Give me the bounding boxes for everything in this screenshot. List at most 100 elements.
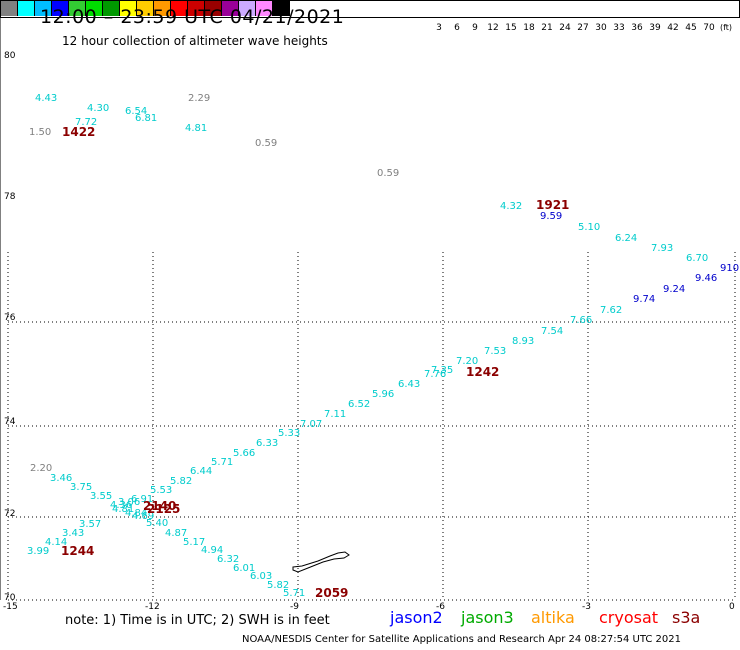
scale-swatch: [154, 1, 171, 16]
wave-height-value: 6.33: [256, 438, 278, 449]
wave-height-value: 3.43: [62, 528, 84, 539]
pass-time-label: 1244: [61, 544, 94, 558]
scale-label: 45: [685, 23, 697, 33]
wave-height-value: 5.10: [578, 222, 600, 233]
scale-swatch: [103, 1, 120, 16]
latitude-label: 78: [4, 192, 16, 202]
scale-swatch: [35, 1, 52, 16]
latitude-label: 80: [4, 51, 16, 61]
scale-swatch: [256, 1, 273, 16]
wave-height-value: 7.76: [424, 369, 446, 380]
wave-height-value: 4.36: [110, 500, 132, 511]
wave-height-value: 5.82: [267, 580, 289, 591]
wave-height-value: 7.93: [651, 243, 673, 254]
wave-height-value: 5.71: [211, 457, 233, 468]
wave-height-value: 3.46: [50, 473, 72, 484]
wave-height-value: 6.43: [398, 379, 420, 390]
color-scale-bar: [0, 0, 740, 18]
scale-swatch: [171, 1, 188, 16]
wave-height-value: 3.06: [118, 497, 140, 508]
wave-height-value: 3.99: [27, 546, 49, 557]
wave-value-labels: 4.43 4.30 6.54 7.72 6.81 2.29 4.81 1.50 0.59 0.59…: [27, 93, 740, 599]
wave-height-value: 5.17: [183, 537, 205, 548]
pass-time-label: 1422: [62, 125, 95, 139]
scale-label: 3: [436, 23, 442, 33]
scale-label: 70: [703, 23, 715, 33]
satellite-legend-item: s3a: [672, 608, 701, 627]
wave-height-value: 6.24: [615, 233, 637, 244]
wave-height-value: 4.81: [185, 123, 207, 134]
scale-swatch: [188, 1, 205, 16]
wave-height-value: 5.96: [372, 389, 394, 400]
scale-swatch: [273, 1, 290, 16]
wave-height-value: 7.11: [324, 409, 346, 420]
wave-height-value: 4.81: [112, 504, 134, 515]
scale-label: 9: [472, 23, 478, 33]
map-title: 12:00 – 23:59 UTC 04/21/2021: [40, 6, 345, 28]
scale-label: 39: [649, 23, 661, 33]
latitude-label: 70: [4, 593, 16, 603]
wave-height-value: 4.69: [132, 511, 154, 522]
wave-height-value: 9.46: [695, 273, 717, 284]
wave-height-value: 5.82: [170, 476, 192, 487]
scale-swatch: [52, 1, 69, 16]
scale-label: 18: [523, 23, 535, 33]
scale-label: 27: [577, 23, 589, 33]
color-scale-unit: (ft): [720, 23, 733, 32]
wave-height-value: 3.57: [79, 519, 101, 530]
wave-height-value: 6.52: [348, 399, 370, 410]
wave-height-value: 4.43: [35, 93, 57, 104]
wave-height-value: 1.50: [29, 127, 51, 138]
scale-swatch: [137, 1, 154, 16]
scale-label: 24: [559, 23, 571, 33]
longitude-label: -6: [436, 602, 445, 612]
wave-height-value: 5.53: [150, 485, 172, 496]
wave-height-value: 7.72: [75, 117, 97, 128]
pass-time-label: 2140: [143, 499, 176, 513]
longitude-label: -3: [582, 602, 591, 612]
pass-time-label: 2059: [315, 586, 348, 600]
wave-height-value: 4.84: [125, 508, 147, 519]
wave-height-value: 5.66: [233, 448, 255, 459]
scale-swatch: [205, 1, 222, 16]
wave-height-value: 4.14: [45, 537, 67, 548]
wave-height-value: 5.40: [146, 518, 168, 529]
wave-height-value: 2.29: [188, 93, 210, 104]
scale-swatch: [18, 1, 35, 16]
scale-label: 21: [541, 23, 553, 33]
scale-label: 36: [631, 23, 643, 33]
wave-height-value: 2.20: [30, 463, 52, 474]
latitude-label: 76: [4, 313, 16, 323]
wave-height-value: 6.91: [131, 494, 153, 505]
scale-swatch: [69, 1, 86, 16]
scale-swatch: [120, 1, 137, 16]
latitude-label: 74: [4, 417, 16, 427]
wave-height-value: 6.44: [190, 466, 212, 477]
satellite-legend-item: altika: [531, 608, 575, 627]
wave-height-value: 0.59: [377, 168, 399, 179]
pass-time-label: 2125: [147, 502, 180, 516]
scale-swatch: [239, 1, 256, 16]
satellite-legend-item: jason2: [390, 608, 443, 627]
scale-swatch: [222, 1, 239, 16]
wave-height-value: 6.03: [250, 571, 272, 582]
scale-label: 33: [613, 23, 625, 33]
satellite-legend-item: cryosat: [599, 608, 659, 627]
wave-height-value: 7.35: [431, 365, 453, 376]
longitude-label: 0: [729, 602, 735, 612]
wave-height-value: 9.74: [633, 294, 655, 305]
wave-height-value: 7.20: [456, 356, 478, 367]
wave-height-value: 7.53: [484, 346, 506, 357]
scale-label: 15: [505, 23, 517, 33]
credit-footer: NOAA/NESDIS Center for Satellite Applica…: [242, 634, 681, 645]
wave-height-value: 3.75: [70, 482, 92, 493]
scale-label: 12: [487, 23, 499, 33]
longitude-label: -9: [290, 602, 299, 612]
latitude-label: 72: [4, 509, 15, 519]
scale-swatch: [86, 1, 103, 16]
wave-height-value: 4.30: [87, 103, 109, 114]
scale-swatch: [1, 1, 18, 16]
scale-label: 30: [595, 23, 607, 33]
